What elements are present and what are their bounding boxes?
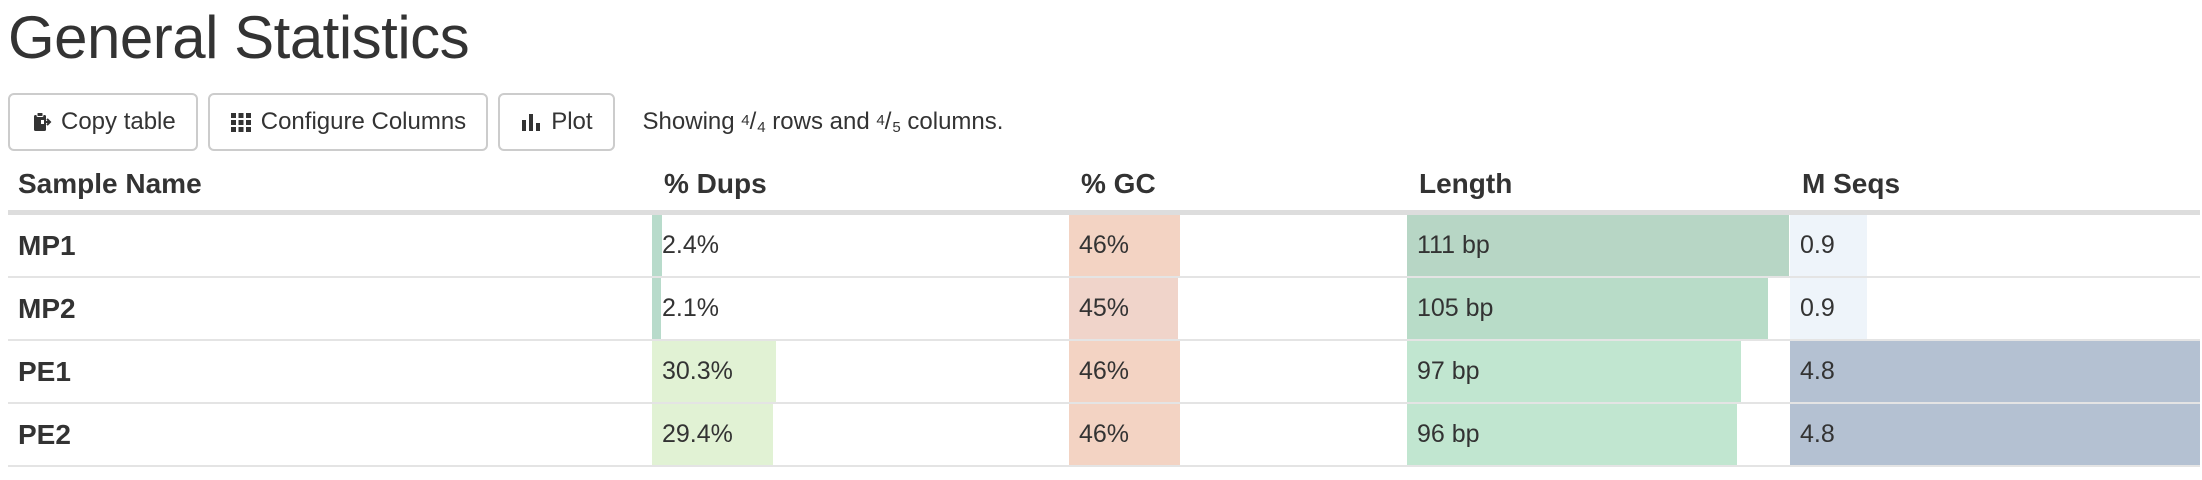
- dups-value: 2.4%: [662, 231, 719, 259]
- table-row: PE1 30.3% 46% 97 bp 4.8: [8, 341, 2200, 404]
- gc-cell: 46%: [1069, 215, 1406, 276]
- length-bar: [1407, 215, 1789, 276]
- length-cell: 105 bp: [1407, 278, 1789, 339]
- m-seqs-value: 4.8: [1800, 420, 1835, 448]
- length-value: 111 bp: [1417, 231, 1490, 259]
- length-value: 96 bp: [1417, 420, 1480, 448]
- gc-bar: [1069, 404, 1180, 465]
- configure-columns-button[interactable]: Configure Columns: [207, 93, 489, 151]
- length-bar: [1407, 341, 1741, 402]
- table-row: MP1 2.4% 46% 111 bp 0.9: [8, 215, 2200, 278]
- configure-columns-label: Configure Columns: [260, 108, 467, 135]
- dups-cell: 2.4%: [652, 215, 1068, 276]
- dups-value: 2.1%: [662, 294, 719, 322]
- m-seqs-cell: 4.8: [1790, 341, 2200, 402]
- gc-cell: 45%: [1069, 278, 1406, 339]
- gc-value: 45%: [1079, 294, 1130, 322]
- dups-bar: [652, 278, 661, 339]
- table-row: PE2 29.4% 46% 96 bp 4.8: [8, 404, 2200, 467]
- dups-cell: 2.1%: [652, 278, 1068, 339]
- table-header: Sample Name % Dups % GC Length M Seqs: [8, 160, 2200, 215]
- plot-label: Plot: [551, 108, 593, 135]
- dups-bar: [652, 404, 773, 465]
- gc-bar: [1069, 278, 1178, 339]
- gc-cell: 46%: [1069, 341, 1406, 402]
- sample-name-cell: MP2: [18, 293, 76, 324]
- header-m-seqs[interactable]: M Seqs: [1802, 168, 1901, 199]
- length-value: 97 bp: [1417, 357, 1480, 385]
- sample-name-cell: MP1: [18, 230, 76, 261]
- length-bar: [1407, 278, 1768, 339]
- table-toolbar: Copy table Configure Columns Plot: [8, 93, 1003, 151]
- m-seqs-bar: [1790, 215, 1867, 276]
- dups-cell: 29.4%: [652, 404, 1068, 465]
- m-seqs-value: 0.9: [1800, 294, 1835, 322]
- sample-name-cell: PE1: [18, 356, 71, 387]
- grid-icon: [230, 111, 252, 133]
- table-row: MP2 2.1% 45% 105 bp 0.9: [8, 278, 2200, 341]
- header-dups[interactable]: % Dups: [664, 168, 767, 199]
- dups-value: 29.4%: [662, 420, 733, 448]
- plot-button[interactable]: Plot: [498, 93, 615, 151]
- length-bar: [1407, 404, 1737, 465]
- m-seqs-cell: 0.9: [1790, 215, 2200, 276]
- dups-value: 30.3%: [662, 357, 733, 385]
- length-cell: 96 bp: [1407, 404, 1789, 465]
- length-cell: 111 bp: [1407, 215, 1789, 276]
- gc-value: 46%: [1079, 231, 1130, 259]
- m-seqs-value: 4.8: [1800, 357, 1835, 385]
- dups-bar: [652, 215, 662, 276]
- gc-value: 46%: [1079, 357, 1130, 385]
- m-seqs-cell: 0.9: [1790, 278, 2200, 339]
- sample-name-cell: PE2: [18, 419, 71, 450]
- dups-bar: [652, 341, 776, 402]
- length-value: 105 bp: [1417, 294, 1494, 322]
- m-seqs-bar: [1790, 341, 2200, 402]
- copy-table-label: Copy table: [61, 108, 176, 135]
- length-cell: 97 bp: [1407, 341, 1789, 402]
- gc-value: 46%: [1079, 420, 1130, 448]
- header-length[interactable]: Length: [1419, 168, 1513, 199]
- page-title: General Statistics: [8, 4, 470, 71]
- header-gc[interactable]: % GC: [1081, 168, 1156, 199]
- gc-bar: [1069, 341, 1180, 402]
- dups-cell: 30.3%: [652, 341, 1068, 402]
- clipboard-icon: [30, 111, 52, 133]
- m-seqs-bar: [1790, 404, 2200, 465]
- gc-cell: 46%: [1069, 404, 1406, 465]
- m-seqs-bar: [1790, 278, 1867, 339]
- m-seqs-cell: 4.8: [1790, 404, 2200, 465]
- m-seqs-value: 0.9: [1800, 231, 1835, 259]
- gc-bar: [1069, 215, 1180, 276]
- bar-chart-icon: [520, 111, 542, 133]
- general-statistics-table: Sample Name % Dups % GC Length M Seqs MP…: [8, 160, 2200, 467]
- header-sample-name[interactable]: Sample Name: [18, 168, 202, 199]
- copy-table-button[interactable]: Copy table: [8, 93, 198, 151]
- rows-columns-info: Showing 4/4 rows and 4/5 columns.: [642, 108, 1004, 136]
